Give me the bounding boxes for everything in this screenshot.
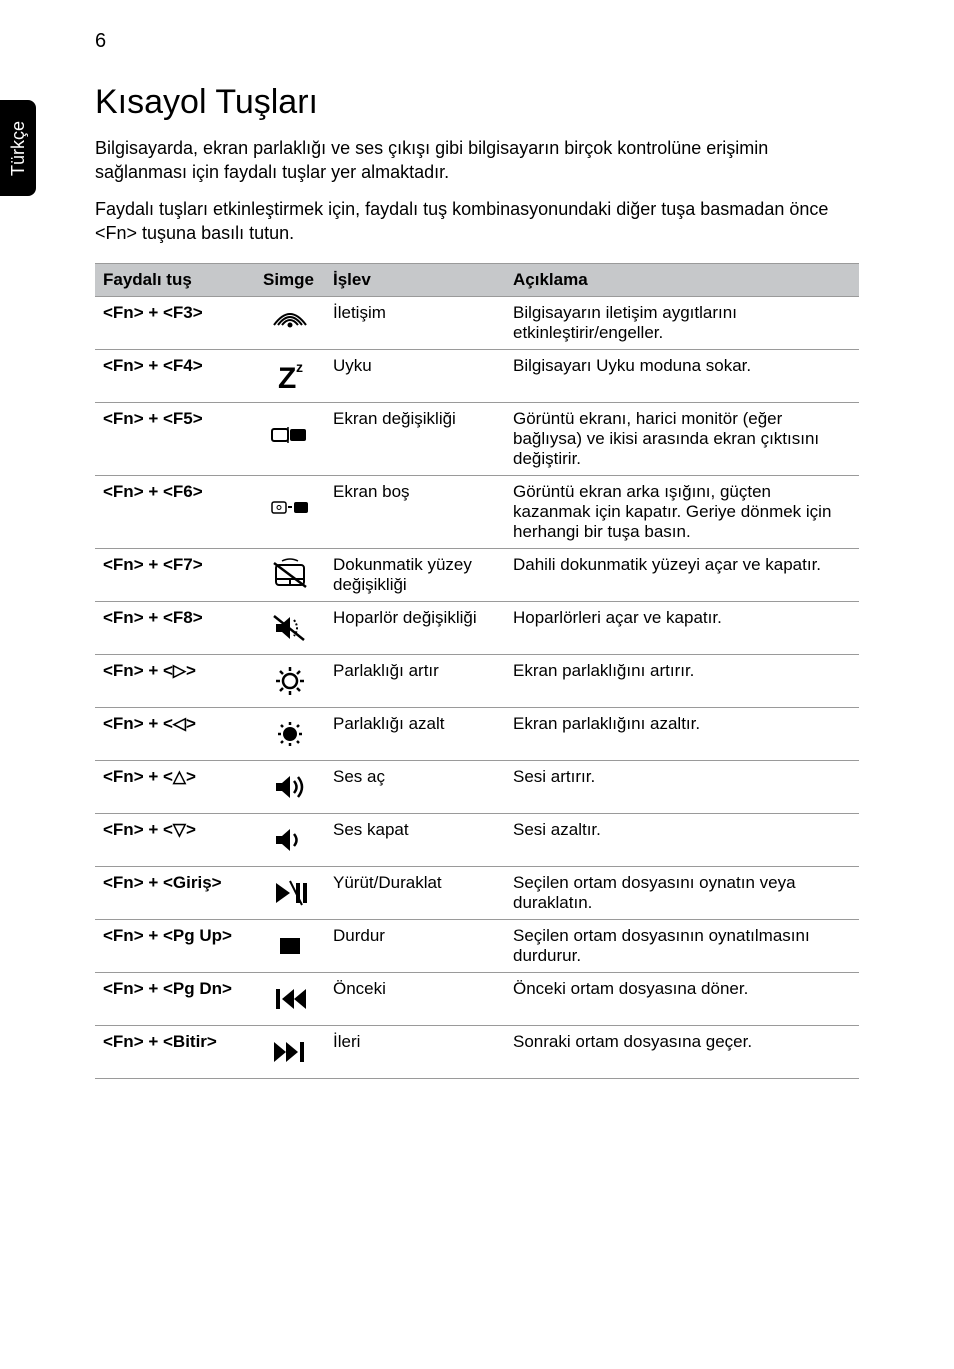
- hotkey-cell: <Fn> + <Pg Up>: [95, 920, 255, 973]
- hotkey-table: Faydalı tuş Simge İşlev Açıklama <Fn> + …: [95, 263, 859, 1079]
- stop-icon: [255, 920, 325, 973]
- hotkey-cell: <Fn> + <▽>: [95, 814, 255, 867]
- description-cell: Görüntü ekran arka ışığını, güçten kazan…: [505, 476, 859, 549]
- table-row: <Fn> + <F5> Ekran değişikliğiGörüntü ekra…: [95, 403, 859, 476]
- table-row: <Fn> + <F3> İletişimBilgisayarın iletişim…: [95, 297, 859, 350]
- hotkey-cell: <Fn> + <F6>: [95, 476, 255, 549]
- wifi-icon: [255, 297, 325, 350]
- description-cell: Hoparlörleri açar ve kapatır.: [505, 602, 859, 655]
- function-cell: Parlaklığı azalt: [325, 708, 505, 761]
- function-cell: Durdur: [325, 920, 505, 973]
- sleep-icon: [255, 350, 325, 403]
- col-hotkey: Faydalı tuş: [95, 264, 255, 297]
- description-cell: Seçilen ortam dosyasını oynatın veya dur…: [505, 867, 859, 920]
- language-tab-label: Türkçe: [8, 120, 29, 175]
- function-cell: Ekran değişikliği: [325, 403, 505, 476]
- page: 6 Türkçe Kısayol Tuşları Bilgisayarda, e…: [0, 0, 954, 1119]
- table-row: <Fn> + <Pg Up> DurdurSeçilen ortam dosyas…: [95, 920, 859, 973]
- description-cell: Ekran parlaklığını azaltır.: [505, 708, 859, 761]
- page-title: Kısayol Tuşları: [95, 83, 859, 122]
- function-cell: Ses kapat: [325, 814, 505, 867]
- table-row: <Fn> + <Bitir> İleriSonraki ortam dosyası…: [95, 1026, 859, 1079]
- description-cell: Önceki ortam dosyasına döner.: [505, 973, 859, 1026]
- description-cell: Bilgisayarın iletişim aygıtlarını etkinl…: [505, 297, 859, 350]
- hotkey-cell: <Fn> + <Pg Dn>: [95, 973, 255, 1026]
- hotkey-cell: <Fn> + <▷>: [95, 655, 255, 708]
- function-cell: İleri: [325, 1026, 505, 1079]
- col-icon: Simge: [255, 264, 325, 297]
- table-row: <Fn> + <F6> Ekran boşGörüntü ekran arka ı…: [95, 476, 859, 549]
- prev-icon: [255, 973, 325, 1026]
- function-cell: Dokunmatik yüzey değişikliği: [325, 549, 505, 602]
- col-func: İşlev: [325, 264, 505, 297]
- hotkey-cell: <Fn> + <△>: [95, 761, 255, 814]
- function-cell: Ekran boş: [325, 476, 505, 549]
- hotkey-cell: <Fn> + <F7>: [95, 549, 255, 602]
- intro-paragraph: Faydalı tuşları etkinleştirmek için, fay…: [95, 197, 859, 246]
- table-row: <Fn> + <Pg Dn> ÖncekiÖnceki ortam dosyası…: [95, 973, 859, 1026]
- col-desc: Açıklama: [505, 264, 859, 297]
- table-row: <Fn> + <▷> Parlaklığı artırEkran parlaklı…: [95, 655, 859, 708]
- table-row: <Fn> + <F7> Dokunmatik yüzey değişikliğiD…: [95, 549, 859, 602]
- hotkey-cell: <Fn> + <F5>: [95, 403, 255, 476]
- function-cell: Parlaklığı artır: [325, 655, 505, 708]
- hotkey-cell: <Fn> + <Bitir>: [95, 1026, 255, 1079]
- hotkey-cell: <Fn> + <F8>: [95, 602, 255, 655]
- page-number: 6: [95, 30, 859, 53]
- table-row: <Fn> + <Giriş> Yürüt/DuraklatSeçilen orta…: [95, 867, 859, 920]
- hotkey-cell: <Fn> + <F3>: [95, 297, 255, 350]
- intro-paragraph: Bilgisayarda, ekran parlaklığı ve ses çı…: [95, 136, 859, 185]
- description-cell: Seçilen ortam dosyasının oynatılmasını d…: [505, 920, 859, 973]
- table-row: <Fn> + <◁> Parlaklığı azaltEkran parlaklı…: [95, 708, 859, 761]
- play-pause-icon: [255, 867, 325, 920]
- function-cell: İletişim: [325, 297, 505, 350]
- function-cell: Yürüt/Duraklat: [325, 867, 505, 920]
- function-cell: Uyku: [325, 350, 505, 403]
- language-tab: Türkçe: [0, 100, 36, 196]
- screen-off-icon: [255, 476, 325, 549]
- speaker-mute-icon: [255, 602, 325, 655]
- hotkey-cell: <Fn> + <F4>: [95, 350, 255, 403]
- description-cell: Dahili dokunmatik yüzeyi açar ve kapatır…: [505, 549, 859, 602]
- function-cell: Hoparlör değişikliği: [325, 602, 505, 655]
- function-cell: Önceki: [325, 973, 505, 1026]
- volume-up-icon: [255, 761, 325, 814]
- table-row: <Fn> + <△> Ses açSesi artırır.: [95, 761, 859, 814]
- hotkey-cell: <Fn> + <Giriş>: [95, 867, 255, 920]
- function-cell: Ses aç: [325, 761, 505, 814]
- touchpad-icon: [255, 549, 325, 602]
- hotkey-cell: <Fn> + <◁>: [95, 708, 255, 761]
- table-row: <Fn> + <F8> Hoparlör değişikliğiHoparlörl…: [95, 602, 859, 655]
- description-cell: Görüntü ekranı, harici monitör (eğer bağ…: [505, 403, 859, 476]
- brightness-down-icon: [255, 708, 325, 761]
- description-cell: Sesi artırır.: [505, 761, 859, 814]
- description-cell: Sesi azaltır.: [505, 814, 859, 867]
- next-icon: [255, 1026, 325, 1079]
- display-switch-icon: [255, 403, 325, 476]
- brightness-up-icon: [255, 655, 325, 708]
- description-cell: Sonraki ortam dosyasına geçer.: [505, 1026, 859, 1079]
- table-row: <Fn> + <F4> UykuBilgisayarı Uyku moduna s…: [95, 350, 859, 403]
- description-cell: Ekran parlaklığını artırır.: [505, 655, 859, 708]
- table-row: <Fn> + <▽> Ses kapatSesi azaltır.: [95, 814, 859, 867]
- volume-down-icon: [255, 814, 325, 867]
- description-cell: Bilgisayarı Uyku moduna sokar.: [505, 350, 859, 403]
